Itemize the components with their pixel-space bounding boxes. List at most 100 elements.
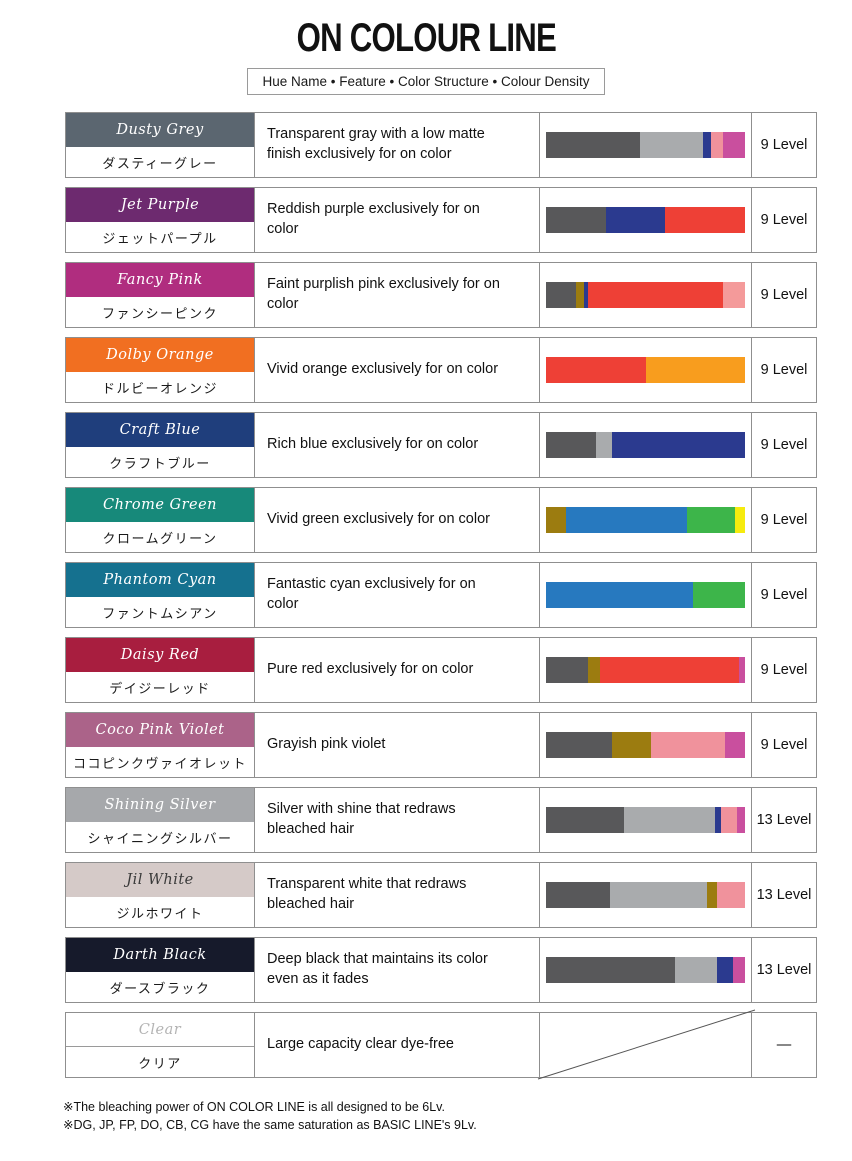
bar-segment: [587, 657, 600, 683]
table-row: Daisy Red デイジーレッド Pure red exclusively f…: [65, 637, 817, 703]
bar-segment: [595, 432, 612, 458]
hue-name-japanese: クリア: [66, 1047, 254, 1077]
color-structure-cell: [540, 638, 752, 702]
hue-name-english: Daisy Red: [120, 647, 200, 663]
bar-segment: [721, 807, 738, 833]
hue-color-band: Jil White: [66, 863, 254, 897]
hue-color-band: Coco Pink Violet: [66, 713, 254, 747]
bar-segment: [611, 732, 652, 758]
color-structure-bar: [546, 132, 745, 158]
hue-name-cell: Dusty Grey ダスティーグレー: [66, 113, 255, 177]
bar-segment: [546, 432, 596, 458]
hue-name-japanese: ファンシーピンク: [66, 297, 254, 327]
table-row: Darth Black ダースブラック Deep black that main…: [65, 937, 817, 1003]
bar-segment: [733, 957, 745, 983]
bar-segment: [717, 957, 734, 983]
color-structure-cell: [540, 488, 752, 552]
bar-segment: [546, 507, 566, 533]
bar-segment: [546, 657, 588, 683]
hue-name-japanese: シャイニングシルバー: [66, 822, 254, 852]
color-structure-cell: [540, 713, 752, 777]
bar-segment: [546, 957, 676, 983]
bar-segment: [605, 207, 666, 233]
hue-name-english: Dusty Grey: [116, 122, 204, 138]
bar-segment: [723, 132, 745, 158]
legend-box: Hue Name • Feature • Color Structure • C…: [247, 68, 605, 95]
hue-name-japanese: ジルホワイト: [66, 897, 254, 927]
hue-name-japanese: クロームグリーン: [66, 522, 254, 552]
density-cell: 9 Level: [760, 512, 808, 528]
feature-cell: Silver with shine that redraws bleached …: [255, 788, 540, 852]
density-cell: —: [776, 1037, 792, 1053]
feature-cell: Vivid orange exclusively for on color: [255, 338, 540, 402]
bar-segment: [623, 807, 716, 833]
hue-name-english: Craft Blue: [119, 422, 201, 438]
hue-color-band: Daisy Red: [66, 638, 254, 672]
hue-color-band: Dusty Grey: [66, 113, 254, 147]
density-cell: 9 Level: [760, 437, 808, 453]
color-structure-bar: [546, 582, 745, 608]
bar-segment: [546, 807, 624, 833]
hue-name-english: Darth Black: [113, 947, 207, 963]
feature-cell: Reddish purple exclusively for on color: [255, 188, 540, 252]
color-structure-bar: [546, 882, 745, 908]
density-cell: 9 Level: [760, 587, 808, 603]
hue-name-english: Phantom Cyan: [103, 572, 217, 588]
color-structure-cell: [540, 563, 752, 627]
bar-segment: [737, 807, 745, 833]
bar-segment: [703, 132, 712, 158]
hue-color-band: Shining Silver: [66, 788, 254, 822]
color-structure-bar: [546, 657, 745, 683]
feature-text: Grayish pink violet: [267, 736, 386, 753]
color-structure-bar: [546, 807, 745, 833]
hue-name-english: Jet Purple: [120, 197, 200, 213]
bar-segment: [546, 582, 694, 608]
color-structure-cell: [540, 1013, 752, 1077]
footnote-2: ※DG, JP, FP, DO, CB, CG have the same sa…: [63, 1118, 477, 1133]
hue-color-band: Craft Blue: [66, 413, 254, 447]
hue-name-cell: Clear クリア: [66, 1013, 255, 1077]
table-row: Craft Blue クラフトブルー Rich blue exclusively…: [65, 412, 817, 478]
feature-text: Deep black that maintains its color even…: [267, 951, 488, 987]
hue-name-english: Jil White: [126, 872, 194, 888]
feature-cell: Grayish pink violet: [255, 713, 540, 777]
bar-segment: [575, 282, 584, 308]
feature-cell: Faint purplish pink exclusively for on c…: [255, 263, 540, 327]
bar-segment: [717, 882, 745, 908]
hue-name-english: Coco Pink Violet: [95, 722, 225, 738]
hue-name-japanese: クラフトブルー: [66, 447, 254, 477]
hue-name-cell: Shining Silver シャイニングシルバー: [66, 788, 255, 852]
subtitle-wrap: Hue Name • Feature • Color Structure • C…: [0, 68, 852, 95]
page-title: ON COLOUR LINE: [296, 16, 556, 60]
feature-cell: Large capacity clear dye-free: [255, 1013, 540, 1077]
hue-name-japanese: ダスティーグレー: [66, 147, 254, 177]
hue-name-japanese: ココピンクヴァイオレット: [66, 747, 254, 777]
bar-segment: [583, 282, 588, 308]
hue-color-band: Fancy Pink: [66, 263, 254, 297]
bar-segment: [587, 282, 724, 308]
bar-segment: [546, 357, 646, 383]
bar-segment: [546, 207, 606, 233]
feature-text: Transparent white that redraws bleached …: [267, 876, 467, 912]
feature-text: Silver with shine that redraws bleached …: [267, 801, 456, 837]
feature-text: Fantastic cyan exclusively for on color: [267, 576, 476, 612]
color-structure-cell: [540, 188, 752, 252]
color-structure-cell: [540, 113, 752, 177]
density-cell: 13 Level: [756, 962, 812, 978]
color-structure-cell: [540, 863, 752, 927]
density-cell: 13 Level: [756, 812, 812, 828]
color-structure-bar: [546, 507, 745, 533]
bar-segment: [665, 207, 745, 233]
feature-text: Faint purplish pink exclusively for on c…: [267, 276, 500, 312]
title-wrap: ON COLOUR LINE: [0, 0, 852, 64]
density-cell: 9 Level: [760, 362, 808, 378]
bar-segment: [546, 732, 612, 758]
bar-segment: [693, 582, 745, 608]
feature-cell: Pure red exclusively for on color: [255, 638, 540, 702]
color-structure-bar: [546, 357, 745, 383]
color-structure-bar: [546, 957, 745, 983]
color-structure-bar: [546, 732, 745, 758]
feature-cell: Vivid green exclusively for on color: [255, 488, 540, 552]
density-cell: 9 Level: [760, 662, 808, 678]
